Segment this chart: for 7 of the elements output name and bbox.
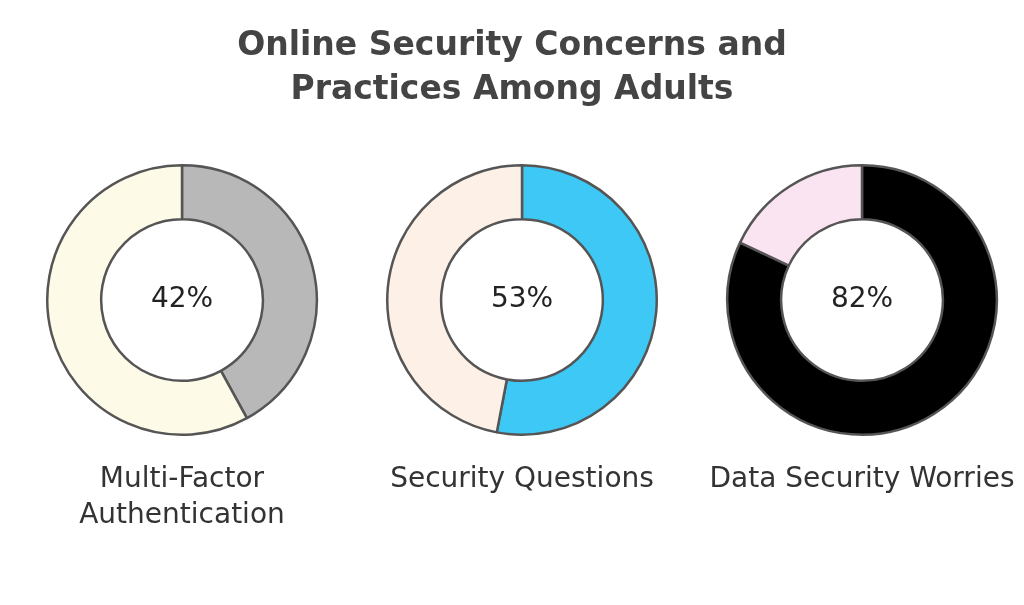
data-label: 82% bbox=[830, 281, 894, 315]
text: Multi-Factor Authentication bbox=[78, 460, 286, 532]
text: Online Security Concerns and Practices Among Adults bbox=[236, 23, 788, 109]
data-label: 42% bbox=[150, 281, 214, 315]
text: Security Questions bbox=[389, 460, 655, 496]
data-label: 53% bbox=[490, 281, 554, 315]
text: Data Security Worries bbox=[708, 460, 1016, 496]
